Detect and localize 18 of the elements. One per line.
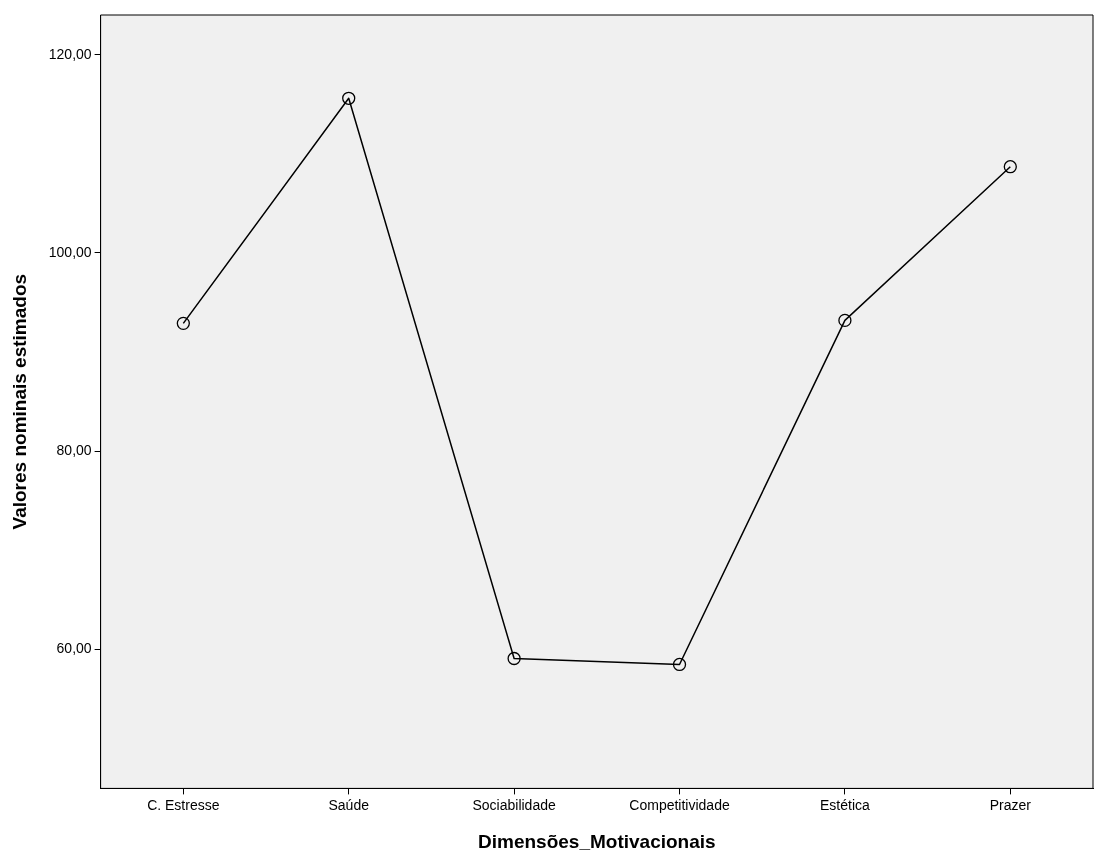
y-tick-label: 80,00 [56, 442, 92, 459]
x-tick-label: C. Estresse [147, 796, 220, 813]
point [342, 91, 356, 105]
x-tick-label: Saúde [328, 796, 370, 813]
y-tick-label: 120,00 [48, 45, 92, 62]
x-tick-label: Estética [820, 796, 871, 813]
x-tick-label: Sociabilidade [472, 796, 556, 813]
point [176, 316, 190, 331]
y-tick-label: 60,00 [56, 640, 92, 657]
point [838, 313, 852, 328]
x-tick-label: Prazer [989, 796, 1032, 813]
point [1003, 160, 1017, 174]
y-tick-label: 100,00 [48, 243, 92, 260]
x-axis-title: Dimensões_Motivacionais [478, 830, 716, 852]
y-axis-title: Valores nominais estimados [8, 273, 30, 530]
x-tick-label: Competitividade [629, 796, 730, 813]
point [672, 657, 687, 672]
point [507, 651, 521, 666]
